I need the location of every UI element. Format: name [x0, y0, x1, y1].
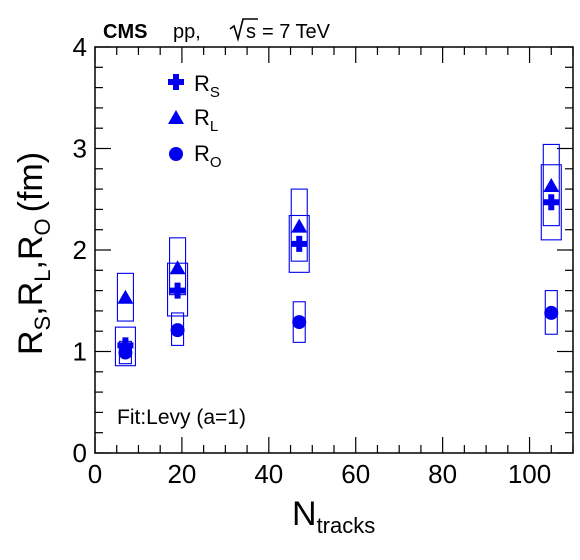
- x-axis-title: Ntracks: [292, 495, 375, 538]
- data-point-rs: [117, 337, 134, 354]
- y-title-rl-main: R: [12, 282, 50, 307]
- data-point-rl: [117, 289, 134, 304]
- y-title-rs-main: R: [12, 330, 50, 355]
- systematic-error-box: [288, 214, 310, 273]
- x-title-sub: tracks: [317, 513, 376, 538]
- legend-circle-marker: [169, 147, 183, 161]
- legend-rl-main: R: [194, 105, 210, 130]
- x-tick-label: 80: [428, 459, 457, 489]
- legend-ro-sub: O: [210, 154, 222, 171]
- data-point-ro: [118, 345, 133, 360]
- y-title-ro-sub: O: [30, 218, 55, 235]
- legend-cross-marker: [168, 74, 184, 90]
- x-tick-label: 20: [167, 459, 196, 489]
- legend-triangle-marker: [168, 110, 184, 124]
- legend-rs-sub: S: [210, 84, 220, 101]
- systematic-error-box: [542, 143, 560, 227]
- fit-annotation: Fit:Levy (a=1): [117, 406, 246, 429]
- legend-label-rl: RL: [194, 105, 218, 135]
- data-point-rs: [169, 282, 186, 299]
- systematic-error-box: [540, 164, 562, 241]
- y-title-comma-2: ,: [12, 260, 50, 269]
- legend-ro-main: R: [194, 141, 210, 166]
- data-point-rs: [291, 235, 308, 252]
- y-tick-label: 2: [73, 235, 87, 265]
- data-point-rs: [543, 194, 560, 211]
- legend-label-rs: RS: [194, 71, 220, 101]
- legend-rl-sub: L: [210, 118, 218, 135]
- data-point-rl: [543, 178, 560, 193]
- y-title-suffix: (fm): [12, 152, 50, 212]
- x-tick-label: 0: [88, 459, 102, 489]
- data-point-ro: [170, 323, 185, 338]
- y-tick-label: 3: [73, 134, 87, 164]
- systematic-error-box: [114, 326, 136, 367]
- x-tick-label: 100: [508, 459, 551, 489]
- y-tick-label: 0: [73, 438, 87, 468]
- y-axis-title: RS,RL,RO(fm): [12, 152, 55, 355]
- header-system: pp,: [173, 21, 201, 43]
- y-title-comma-1: ,: [12, 306, 50, 315]
- systematic-error-box: [116, 272, 134, 322]
- header-experiment: CMS: [103, 21, 147, 43]
- header-energy-value: = 7 TeV: [262, 21, 331, 43]
- x-title-main: N: [292, 495, 317, 533]
- sqrt-symbol: [229, 18, 258, 42]
- y-title-ro-main: R: [12, 235, 50, 260]
- y-tick-label: 4: [73, 32, 87, 62]
- data-point-rl: [169, 260, 186, 275]
- marks-layer: [114, 143, 562, 367]
- data-point-ro: [544, 305, 559, 320]
- data-point-ro: [292, 315, 307, 330]
- data-point-rl: [291, 218, 308, 233]
- legend-label-ro: RO: [194, 141, 222, 171]
- header-energy-symbol: s: [246, 21, 256, 43]
- x-tick-label: 60: [341, 459, 370, 489]
- plot-frame: [94, 46, 574, 454]
- y-tick-label: 1: [73, 337, 87, 367]
- legend-rs-main: R: [194, 71, 210, 96]
- legend: RS RL RO: [168, 71, 222, 171]
- systematic-error-box: [290, 188, 308, 262]
- y-title-rl-sub: L: [30, 269, 55, 281]
- x-tick-label: 40: [254, 459, 283, 489]
- y-title-rs-sub: S: [30, 316, 55, 331]
